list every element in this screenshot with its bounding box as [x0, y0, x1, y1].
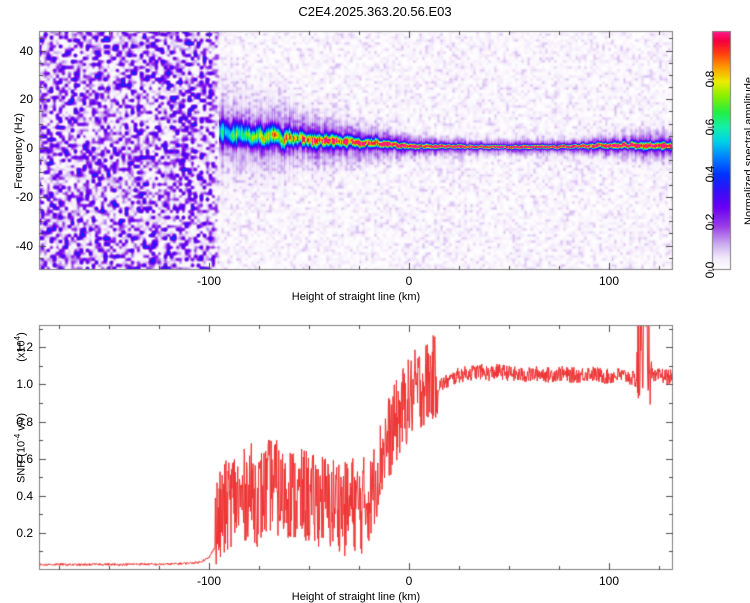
snr-ytick-label: 0.8: [16, 414, 33, 429]
snr-xtick-label: 0: [405, 574, 413, 588]
snr-xaxis-title: Height of straight line (km): [291, 591, 421, 603]
colorbar-tick-label: 0.0: [703, 261, 717, 279]
snr-xtick-label: 100: [598, 574, 620, 588]
spectrogram-ytick-label: 0: [26, 141, 33, 156]
snr-ytick-label: 1.2: [16, 340, 33, 355]
colorbar-tick-label: 0.4: [703, 166, 717, 183]
snr-ytick-label: 0.2: [16, 525, 33, 540]
colorbar-tick-label: 0.8: [703, 70, 717, 88]
figure-title: C2E4.2025.363.20.56.E03: [298, 4, 452, 19]
snr-ytick-label: 0.4: [16, 488, 33, 503]
spectrogram-ytick-label: 20: [19, 92, 33, 107]
spectrogram-xtick-label: -100: [196, 274, 222, 288]
snr-ytick-label: 0.6: [16, 451, 33, 466]
spectrogram-ytick-label: 40: [19, 43, 33, 58]
colorbar-tick-label: 0.6: [703, 118, 717, 135]
spectrogram-ytick-label: -40: [15, 238, 33, 253]
spectrogram-xtick-label: 100: [598, 274, 620, 288]
spectrogram-ytick-label: -20: [15, 189, 33, 204]
snr-xtick-label: -100: [196, 574, 222, 588]
colorbar-tick-label: 0.2: [703, 213, 717, 231]
colorbar-title: Normalized spectral amplitude: [743, 76, 750, 225]
snr-ytick-label: 1.0: [16, 377, 33, 392]
spectrogram-xtick-label: 0: [405, 274, 413, 288]
snr-yaxis-title: SNR (10-4 v/v): [13, 412, 28, 483]
spectrogram-yaxis-title: Frequency (Hz): [13, 112, 25, 189]
snr-multiplier-label: (x104): [13, 332, 28, 362]
spectrogram-xaxis-title: Height of straight line (km): [291, 291, 421, 303]
